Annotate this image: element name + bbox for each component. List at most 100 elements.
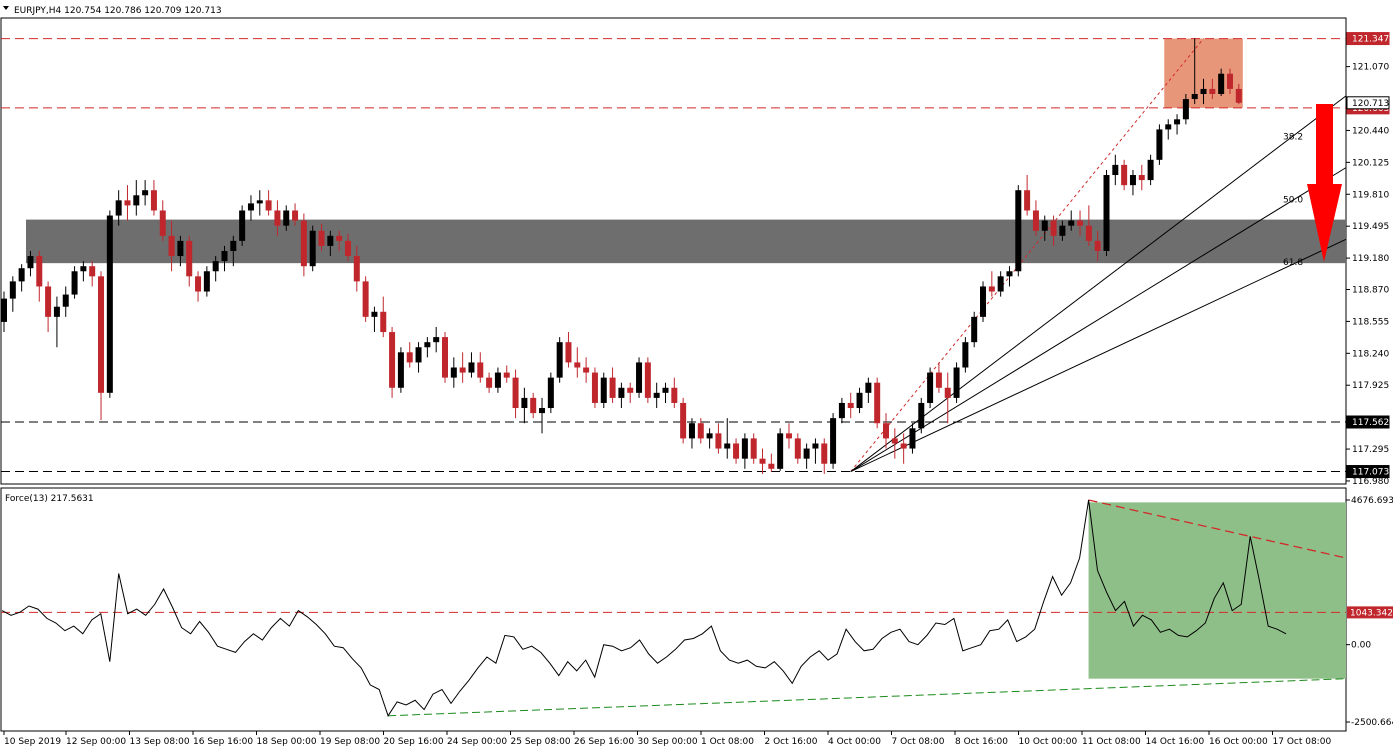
candle-body <box>1103 175 1110 251</box>
candle-body <box>803 448 810 459</box>
candle-body <box>697 423 704 439</box>
candle-body <box>1129 175 1136 186</box>
price-marker <box>1346 465 1390 479</box>
time-tick-label: 7 Oct 08:00 <box>892 737 945 747</box>
price-tick-label: 121.070 <box>1352 63 1389 73</box>
candle-body <box>1094 240 1101 251</box>
candle-body <box>830 418 837 464</box>
candle-body <box>759 458 766 464</box>
price-tick-label: 118.240 <box>1352 349 1389 359</box>
candle-body <box>874 382 881 424</box>
candle-body <box>300 220 307 267</box>
candle-body <box>1200 88 1207 94</box>
candle-body <box>18 268 25 282</box>
candle-body <box>706 433 713 439</box>
candle-body <box>953 367 960 398</box>
force-support-trendline <box>388 678 1347 717</box>
candle-body <box>344 240 351 257</box>
candle-body <box>750 438 757 459</box>
candle-body <box>891 438 898 444</box>
price-tick-label: 117.925 <box>1352 381 1389 391</box>
candle-body <box>247 203 254 211</box>
candle-body <box>283 210 290 226</box>
candle-body <box>62 294 69 307</box>
candle-body <box>1182 99 1189 120</box>
time-tick-label: 24 Sep 00:00 <box>447 737 507 747</box>
candle-body <box>486 377 493 388</box>
candle-body <box>768 463 775 469</box>
candle-body <box>600 377 607 403</box>
price-marker-label: 121.347 <box>1352 35 1389 45</box>
candle-body <box>159 210 166 236</box>
price-marker-label: 120.713 <box>1352 99 1389 109</box>
time-tick-label: 17 Oct 08:00 <box>1273 737 1332 747</box>
price-marker <box>1346 96 1390 110</box>
candle-body <box>133 195 140 206</box>
candle-body <box>918 402 925 429</box>
time-tick-label: 20 Sep 16:00 <box>384 737 444 747</box>
candle-body <box>1006 271 1013 277</box>
candle-body <box>353 256 360 282</box>
price-tick-label: 120.440 <box>1352 126 1389 136</box>
candle-body <box>450 367 457 378</box>
force-tick-label: -2500.664 <box>1351 718 1393 728</box>
candle-body <box>1050 220 1057 236</box>
price-tick-label: 118.870 <box>1352 285 1389 295</box>
candle-body <box>362 281 369 317</box>
candle-body <box>556 342 563 378</box>
candle-body <box>406 352 413 363</box>
time-tick-label: 16 Oct 00:00 <box>1209 737 1268 747</box>
force-resistance-trendline <box>1088 499 1347 559</box>
time-tick-label: 4 Oct 00:00 <box>828 737 881 747</box>
candle-body <box>265 200 272 211</box>
candle-body <box>274 210 281 226</box>
candle-body <box>741 438 748 459</box>
price-tick-label: 119.810 <box>1352 190 1389 200</box>
force-tick-label: 4676.6935 <box>1351 496 1393 506</box>
price-tick-label: 119.180 <box>1352 254 1389 264</box>
candle-body <box>1112 164 1119 176</box>
candle-body <box>45 286 52 317</box>
time-tick-label: 8 Oct 16:00 <box>955 737 1008 747</box>
candle-body <box>177 240 184 257</box>
candle-body <box>256 200 263 204</box>
candle-body <box>609 377 616 398</box>
candle-body <box>494 372 501 388</box>
candle-body <box>239 210 246 241</box>
candle-body <box>812 443 819 449</box>
candle-body <box>883 423 889 439</box>
candle-body <box>389 332 396 388</box>
bearish-arrow-icon <box>1307 104 1342 262</box>
candle-body <box>988 286 995 292</box>
force-marker-label: 1043.3423 <box>1350 608 1393 618</box>
candle-body <box>371 311 378 317</box>
candle-body <box>680 402 687 439</box>
candle-body <box>1138 175 1145 181</box>
candle-body <box>230 240 237 251</box>
candle-body <box>583 367 590 373</box>
candle-body <box>574 362 581 368</box>
candle-body <box>327 235 334 246</box>
candle-body <box>980 286 987 317</box>
price-tick-label: 118.555 <box>1352 317 1389 327</box>
candle-body <box>909 428 916 449</box>
candle-body <box>724 443 731 449</box>
candle-body <box>838 402 845 419</box>
candle-body <box>53 306 60 317</box>
time-tick-label: 1 Oct 08:00 <box>701 737 754 747</box>
candle-body <box>1191 93 1198 100</box>
candle-body <box>688 423 695 439</box>
candle-body <box>636 362 643 393</box>
candle-body <box>856 392 863 409</box>
time-tick-label: 10 Oct 00:00 <box>1019 737 1078 747</box>
candle-body <box>1032 210 1039 231</box>
candle-body <box>1156 129 1163 160</box>
candle-body <box>547 377 554 409</box>
candle-body <box>1226 73 1233 89</box>
chart-menu-icon[interactable] <box>3 6 9 10</box>
candle-body <box>1015 190 1022 272</box>
time-tick-label: 2 Oct 16:00 <box>765 737 818 747</box>
candle-body <box>997 276 1004 292</box>
time-tick-label: 11 Oct 08:00 <box>1082 737 1141 747</box>
